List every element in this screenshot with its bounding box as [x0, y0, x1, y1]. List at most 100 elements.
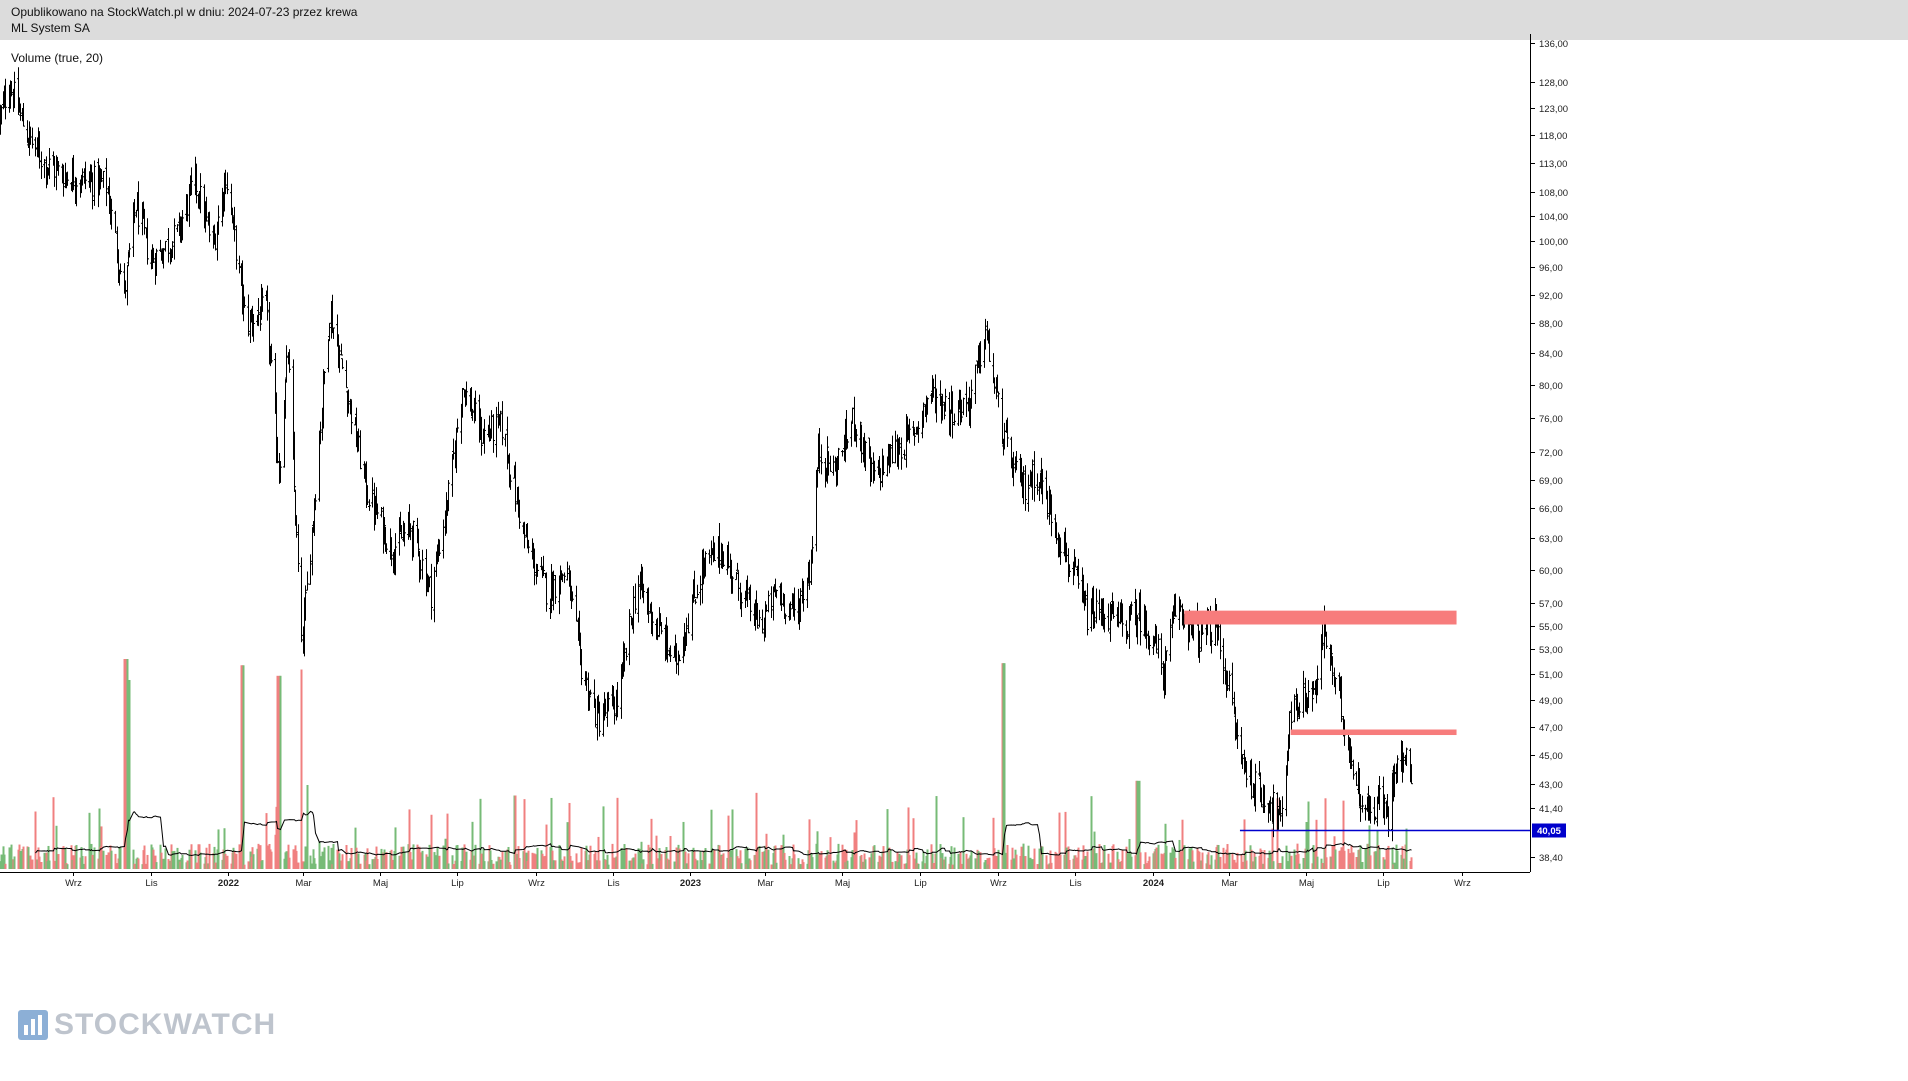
- volume-bar: [1222, 847, 1225, 869]
- volume-bar: [784, 859, 787, 869]
- volume-bar: [1015, 854, 1018, 869]
- volume-bar: [309, 855, 312, 869]
- volume-bar: [1228, 852, 1231, 869]
- volume-bar: [568, 802, 571, 869]
- volume-bar: [1077, 847, 1080, 869]
- price-tick-label: 88,00: [1539, 319, 1563, 330]
- volume-bar: [29, 855, 32, 869]
- volume-bar: [818, 853, 821, 869]
- volume-bar: [682, 821, 685, 869]
- volume-bar: [613, 857, 616, 869]
- time-axis[interactable]: Wrz Lis 2022 Mar Maj Lip Wrz Lis 2023 Mar Maj Lip Wr…: [65, 872, 1471, 889]
- volume-bar: [775, 862, 778, 869]
- volume-bar: [84, 856, 87, 869]
- volume-bar: [1348, 853, 1351, 869]
- volume-bar: [1226, 844, 1229, 869]
- volume-bar: [642, 859, 645, 869]
- volume-bar: [1144, 852, 1147, 869]
- time-tick-label: 2024: [1143, 878, 1165, 889]
- price-axis[interactable]: 136,00 128,00 123,00 118,00 113,00 108,00 104,…: [1530, 39, 1568, 864]
- volume-bar: [1260, 850, 1263, 869]
- volume-bar: [1107, 853, 1110, 869]
- volume-bar: [72, 855, 75, 869]
- volume-bar: [173, 850, 176, 869]
- volume-bar: [1288, 851, 1291, 869]
- volume-bar: [855, 820, 858, 869]
- volume-bar: [889, 849, 892, 869]
- volume-bar: [107, 852, 110, 869]
- volume-bar: [523, 799, 526, 869]
- volume-bar: [176, 847, 179, 869]
- volume-bar: [1086, 851, 1089, 869]
- volume-indicator-label: Volume (true, 20): [11, 51, 104, 65]
- volume-bar: [91, 854, 94, 869]
- volume-bar: [474, 844, 477, 869]
- volume-bar: [551, 850, 554, 869]
- volume-bar: [408, 809, 411, 869]
- volume-bar: [1324, 798, 1327, 869]
- volume-bar: [490, 859, 493, 869]
- volume-ma-line: [35, 810, 1412, 857]
- volume-bar: [128, 680, 131, 869]
- volume-bar: [1138, 780, 1141, 869]
- volume-bar: [489, 850, 492, 869]
- volume-bar: [559, 847, 562, 869]
- volume-bar: [233, 851, 236, 869]
- volume-bar: [1276, 798, 1279, 869]
- volume-bar: [718, 845, 721, 869]
- drawn-annotations[interactable]: [1184, 610, 1530, 832]
- time-tick-label: Wrz: [528, 878, 545, 889]
- volume-bar: [808, 819, 811, 869]
- volume-bar: [93, 847, 96, 869]
- volume-bar: [908, 855, 911, 869]
- volume-bar: [722, 853, 725, 869]
- volume-bar: [1181, 819, 1184, 869]
- volume-bar: [57, 854, 60, 869]
- volume-bar: [767, 849, 770, 869]
- volume-bar: [257, 843, 260, 869]
- volume-bar: [1130, 856, 1133, 869]
- volume-bar: [188, 849, 191, 869]
- volume-bar: [602, 806, 605, 869]
- volume-bar: [243, 864, 246, 869]
- volume-bar: [694, 858, 697, 869]
- volume-bar: [666, 858, 669, 869]
- volume-bar: [164, 848, 167, 869]
- volume-bar: [820, 851, 823, 869]
- volume-bar: [323, 847, 326, 869]
- volume-bar: [1024, 856, 1027, 869]
- volume-bar: [403, 851, 406, 869]
- volume-bar: [1396, 850, 1399, 869]
- volume-bar: [1272, 861, 1275, 869]
- volume-bar: [1210, 855, 1213, 869]
- volume-bar: [589, 845, 592, 869]
- volume-bar: [950, 846, 953, 869]
- volume-bar: [1183, 845, 1186, 869]
- volume-bar: [782, 834, 785, 869]
- volume-bar: [1350, 845, 1353, 869]
- price-tick-label: 108,00: [1539, 188, 1568, 199]
- volume-bar: [242, 665, 245, 869]
- volume-bar: [98, 808, 101, 869]
- volume-bar: [704, 848, 707, 869]
- volume-bar: [774, 845, 777, 869]
- volume-bar: [1045, 855, 1048, 869]
- time-tick-label: 2022: [218, 878, 239, 889]
- volume-bar: [3, 854, 6, 869]
- volume-bar: [27, 847, 30, 869]
- current-price-badge: [1532, 823, 1566, 838]
- price-tick-label: 51,00: [1539, 670, 1563, 681]
- volume-bar: [640, 841, 643, 869]
- volume-bar: [1090, 796, 1093, 869]
- volume-bar: [912, 818, 915, 869]
- volume-bar: [507, 846, 510, 869]
- volume-bar: [1139, 852, 1142, 869]
- volume-bar: [816, 831, 819, 869]
- volume-bar: [208, 843, 211, 869]
- volume-bar: [739, 850, 742, 869]
- volume-bar: [31, 859, 34, 869]
- volume-bar: [696, 860, 699, 869]
- volume-bar: [684, 851, 687, 869]
- volume-bar: [585, 845, 588, 869]
